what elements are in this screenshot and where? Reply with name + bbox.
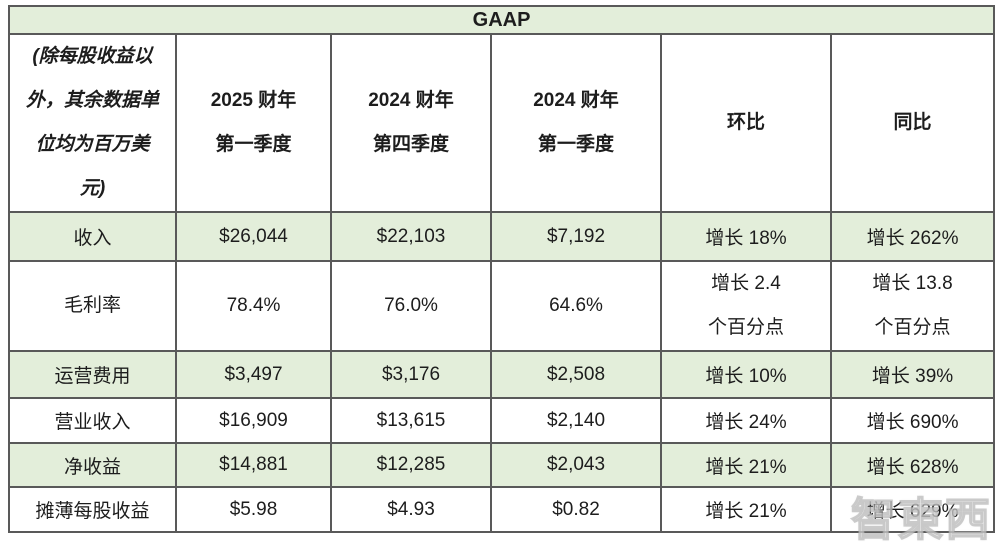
value-fy2025-q1: $3,497 <box>175 350 332 400</box>
table-row-net-income: 净收益 $14,881 $12,285 $2,043 增长 21% 增长 628… <box>8 442 996 489</box>
col-header-fy2025-q1: 2025 财年 第一季度 <box>175 32 332 214</box>
table-row-diluted-eps: 摊薄每股收益 $5.98 $4.93 $0.82 增长 21% 增长 629% <box>8 486 996 534</box>
value-qoq: 增长 18% <box>660 211 832 263</box>
row-label: 摊薄每股收益 <box>8 486 177 534</box>
value-yoy: 增长 628% <box>829 442 996 489</box>
value-fy2025-q1: $26,044 <box>175 211 332 263</box>
unit-note: (除每股收益以 外，其余数据单 位均为百万美 元) <box>8 32 177 214</box>
value-fy2025-q1: $5.98 <box>175 486 332 534</box>
value-qoq: 增长 2.4 个百分点 <box>660 260 832 353</box>
column-header-row: (除每股收益以 外，其余数据单 位均为百万美 元) 2025 财年 第一季度 2… <box>8 32 996 214</box>
value-yoy: 增长 39% <box>829 350 996 400</box>
col-header-fy2024-q4: 2024 财年 第四季度 <box>330 32 492 214</box>
value-yoy: 增长 629% <box>829 486 996 534</box>
value-fy2024-q1: $2,043 <box>490 442 662 489</box>
value-yoy: 增长 13.8 个百分点 <box>829 260 996 353</box>
row-label: 营业收入 <box>8 397 177 445</box>
value-fy2024-q1: $2,140 <box>490 397 662 445</box>
value-qoq: 增长 24% <box>660 397 832 445</box>
row-label: 收入 <box>8 211 177 263</box>
row-label: 净收益 <box>8 442 177 489</box>
value-qoq: 增长 10% <box>660 350 832 400</box>
row-label: 毛利率 <box>8 260 177 353</box>
value-fy2024-q4: $3,176 <box>330 350 492 400</box>
table-row-revenue: 收入 $26,044 $22,103 $7,192 增长 18% 增长 262% <box>8 211 996 263</box>
row-label: 运营费用 <box>8 350 177 400</box>
value-fy2024-q1: $7,192 <box>490 211 662 263</box>
value-fy2024-q4: $22,103 <box>330 211 492 263</box>
col-header-yoy: 同比 <box>829 32 996 214</box>
value-yoy: 增长 690% <box>829 397 996 445</box>
table-row-operating-income: 营业收入 $16,909 $13,615 $2,140 增长 24% 增长 69… <box>8 397 996 445</box>
table-row-operating-expenses: 运营费用 $3,497 $3,176 $2,508 增长 10% 增长 39% <box>8 350 996 400</box>
value-fy2025-q1: $14,881 <box>175 442 332 489</box>
value-fy2024-q4: $12,285 <box>330 442 492 489</box>
value-fy2024-q4: $13,615 <box>330 397 492 445</box>
col-header-qoq: 环比 <box>660 32 832 214</box>
value-fy2025-q1: $16,909 <box>175 397 332 445</box>
value-fy2024-q1: $0.82 <box>490 486 662 534</box>
value-yoy: 增长 262% <box>829 211 996 263</box>
gaap-financials-table: GAAP (除每股收益以 外，其余数据单 位均为百万美 元) 2025 财年 第… <box>7 5 996 534</box>
value-fy2025-q1: 78.4% <box>175 260 332 353</box>
value-fy2024-q4: $4.93 <box>330 486 492 534</box>
col-header-fy2024-q1: 2024 财年 第一季度 <box>490 32 662 214</box>
value-qoq: 增长 21% <box>660 486 832 534</box>
table-row-gross-margin: 毛利率 78.4% 76.0% 64.6% 增长 2.4 个百分点 增长 13.… <box>8 260 996 353</box>
table-title-row: GAAP <box>7 5 996 35</box>
table-title: GAAP <box>7 5 996 35</box>
value-fy2024-q4: 76.0% <box>330 260 492 353</box>
value-fy2024-q1: 64.6% <box>490 260 662 353</box>
value-qoq: 增长 21% <box>660 442 832 489</box>
value-fy2024-q1: $2,508 <box>490 350 662 400</box>
